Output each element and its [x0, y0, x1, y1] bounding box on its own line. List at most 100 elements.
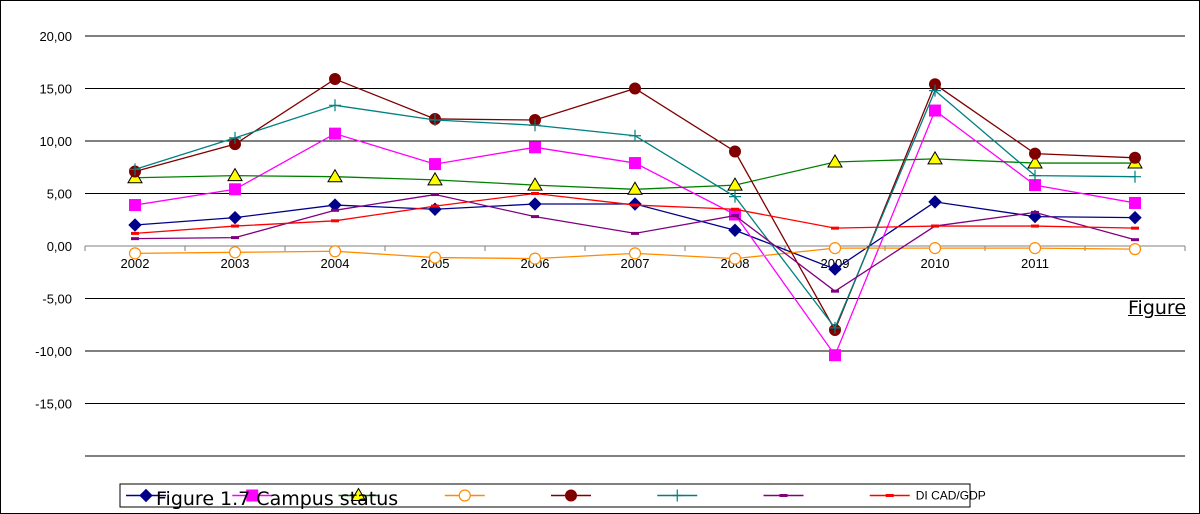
data-point: [531, 215, 539, 219]
data-point: [131, 231, 139, 235]
data-point: [246, 489, 259, 502]
y-tick-label: 10,00: [39, 134, 72, 149]
data-point: [527, 177, 543, 191]
data-point: [728, 223, 742, 237]
data-point: [427, 171, 443, 186]
data-point: [128, 218, 142, 232]
data-point: [828, 242, 842, 255]
data-point: [729, 190, 741, 203]
legend-entry: DI CAD/GDP: [869, 489, 986, 503]
data-point: [458, 489, 471, 502]
data-point: [671, 489, 684, 502]
legend-label: DI CAD/GDP: [916, 489, 986, 503]
data-point: [728, 252, 742, 265]
data-point: [831, 289, 839, 293]
data-point: [929, 104, 941, 117]
data-point: [129, 163, 141, 176]
data-point: [831, 226, 839, 230]
data-point: [1129, 151, 1141, 164]
series: [128, 242, 1142, 265]
series: [131, 193, 1139, 293]
data-point: [629, 157, 641, 170]
data-point: [628, 247, 642, 260]
y-tick-label: 5,00: [47, 187, 72, 202]
y-tick-label: 20,00: [39, 29, 72, 44]
data-point: [1129, 170, 1141, 183]
data-point: [529, 141, 541, 154]
data-point: [727, 177, 743, 191]
data-point: [629, 129, 641, 142]
data-point: [927, 150, 943, 165]
data-point: [331, 208, 339, 212]
data-point: [228, 246, 242, 259]
data-point: [128, 247, 142, 260]
data-point: [928, 195, 942, 209]
data-point: [627, 181, 643, 195]
legend-entry: [444, 489, 485, 502]
data-point: [631, 203, 639, 207]
data-point: [231, 236, 239, 240]
data-point: [329, 127, 341, 140]
legend: DI CAD/GDP: [119, 483, 986, 508]
figure-caption: Figure 1.7 Campus status: [156, 488, 399, 510]
data-point: [531, 192, 539, 195]
data-point: [931, 224, 939, 228]
data-point: [631, 231, 639, 235]
x-axis: 2002200320042005200620072008200920102011: [84, 245, 1186, 271]
data-point: [731, 207, 739, 211]
legend-entry: [126, 488, 166, 503]
x-tick-label: 2004: [321, 256, 350, 271]
x-tick-label: 2007: [621, 256, 650, 271]
data-point: [1131, 226, 1139, 230]
data-point: [828, 262, 842, 276]
data-point: [1029, 147, 1041, 160]
data-point: [429, 114, 441, 126]
data-point: [528, 197, 542, 211]
data-point: [228, 210, 242, 225]
data-point: [329, 73, 341, 86]
data-point: [565, 489, 577, 502]
legend-entry: [657, 489, 698, 502]
data-point: [139, 488, 153, 503]
data-point: [328, 245, 342, 258]
data-point: [929, 84, 941, 97]
x-tick-label: 2003: [221, 256, 250, 271]
legend-entry: [338, 487, 379, 501]
data-point: [1129, 196, 1141, 209]
data-point: [1128, 243, 1142, 256]
data-point: [827, 154, 843, 168]
data-point: [529, 119, 541, 132]
series: [129, 84, 1141, 334]
y-tick-label: 0,00: [47, 239, 72, 254]
y-tick-label: -10,00: [35, 344, 72, 359]
data-point: [129, 199, 141, 212]
data-point: [731, 214, 739, 218]
legend-box: [119, 483, 971, 508]
data-point: [829, 349, 841, 362]
y-tick-label: -5,00: [42, 292, 72, 307]
data-point: [329, 99, 341, 112]
legend-entry: [763, 494, 804, 497]
data-point: [431, 204, 439, 208]
data-point: [829, 321, 841, 334]
data-point: [229, 183, 241, 196]
data-point: [350, 487, 367, 501]
data-point: [327, 168, 343, 183]
data-point: [229, 131, 241, 144]
data-point: [528, 252, 542, 265]
legend-entry: [232, 489, 273, 502]
y-tick-label: 15,00: [39, 82, 72, 97]
x-tick-label: 2010: [921, 256, 950, 271]
series-group: [127, 73, 1143, 362]
data-point: [928, 242, 942, 255]
data-point: [428, 251, 442, 264]
data-point: [1131, 238, 1139, 242]
data-point: [1031, 210, 1039, 214]
series: [129, 73, 1141, 336]
data-point: [1028, 242, 1042, 255]
y-tick-label: -15,00: [35, 397, 72, 412]
data-point: [1128, 210, 1142, 225]
x-tick-label: 2011: [1021, 256, 1049, 271]
